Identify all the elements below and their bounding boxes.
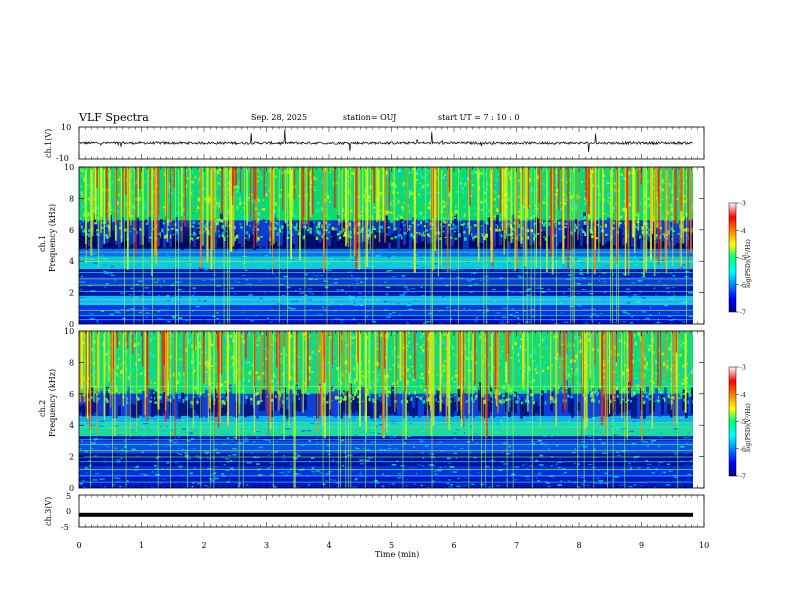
ch2-spectrogram-image [79, 331, 704, 488]
ch1-spectrogram-ylabel-freq: Frequency (kHz) [48, 204, 57, 272]
x-tick-label: 6 [452, 541, 457, 550]
x-tick-label: 10 [699, 541, 709, 550]
ch1-spectrogram-ylabel-ch: ch.1 [38, 235, 47, 252]
x-tick-label: 3 [264, 541, 269, 550]
ch1-colorbar-tick-label: -4 [740, 228, 746, 235]
ch2-colorbar-tick-label: -3 [740, 365, 746, 372]
ch3-ytick-bottom: -5 [61, 523, 69, 532]
ch2-colorbar-label: log(PSD)(V²/Hz) [745, 403, 752, 452]
ch1-colorbar-tick-label: -3 [740, 201, 746, 208]
ch2-spectrogram-ytick-label: 6 [69, 390, 74, 399]
x-tick-label: 0 [77, 541, 82, 550]
ch1-spectrogram-panel: 0 2 4 6 8 10 ch.1 Frequency (kHz) [38, 163, 705, 329]
ch2-spectrogram-panel: 0 2 4 6 8 10 ch.2 Frequency (kHz) [38, 327, 705, 493]
ch1-colorbar-label: log(PSD)(V²/Hz) [745, 239, 752, 288]
x-axis-label: Time (min) [375, 550, 419, 559]
ch2-spectrogram-ytick-label: 4 [69, 421, 74, 430]
ch3-ytick-top: 5 [66, 492, 71, 501]
ch3-waveform-panel: 5 0 -5 ch.3(V) 0 1 2 3 4 5 6 7 8 9 10 Time (min) [44, 492, 709, 559]
ch2-spectrogram-ytick-label: 0 [69, 484, 74, 493]
ch1-spectrogram-ytick-label: 8 [69, 194, 74, 203]
ch2-spectrogram-ytick-label: 10 [64, 327, 74, 336]
ch1-ytick-bottom: -10 [56, 154, 69, 163]
x-tick-label: 1 [139, 541, 144, 550]
ch2-colorbar-tick-label: -7 [740, 474, 746, 481]
ch2-colorbar-tick-label: -5 [740, 419, 746, 426]
x-tick-label: 7 [514, 541, 519, 550]
x-tick-label: 5 [389, 541, 394, 550]
ch1-colorbar-tick-label: -6 [740, 282, 746, 289]
ch1-spectrogram-ytick-label: 0 [69, 320, 74, 329]
ch1-colorbar: -3 -4 -5 -6 -7 log(PSD)(V²/Hz) [728, 201, 752, 317]
ch2-spectrogram-ylabel-freq: Frequency (kHz) [48, 369, 57, 437]
x-tick-label: 8 [577, 541, 582, 550]
ch1-spectrogram-ytick-label: 2 [69, 289, 74, 298]
ch2-colorbar-tick-label: -4 [740, 392, 746, 399]
ch2-spectrogram-ylabel-ch: ch.2 [38, 400, 47, 417]
x-tick-label: 4 [327, 541, 332, 550]
chart-title: VLF Spectra [79, 111, 149, 124]
x-tick-label: 2 [202, 541, 207, 550]
ch1-ytick-top: 10 [61, 123, 71, 132]
ch1-spectrogram-ytick-label: 6 [69, 226, 74, 235]
start-time-label: start UT = 7 : 10 : 0 [438, 113, 520, 122]
ch1-spectrogram-ytick-label: 4 [69, 257, 74, 266]
x-tick-label: 9 [639, 541, 644, 550]
ch3-ytick-mid: 0 [66, 507, 71, 516]
ch1-spectrogram-image [79, 167, 704, 324]
ch2-colorbar: -3 -4 -5 -6 -7 log(PSD)(V²/Hz) [728, 365, 752, 481]
station-label: station= OUJ [343, 113, 397, 122]
ch1-waveform-panel: 10 -10 ch.1(V) [44, 123, 705, 163]
ch1-colorbar-tick-label: -5 [740, 255, 746, 262]
ch1-colorbar-tick-label: -7 [740, 310, 746, 317]
ch1-spectrogram-ytick-label: 10 [64, 163, 74, 172]
ch2-colorbar-tick-label: -6 [740, 446, 746, 453]
ch2-spectrogram-ytick-label: 2 [69, 453, 74, 462]
date-label: Sep. 28, 2025 [251, 113, 308, 122]
ch2-spectrogram-ytick-label: 8 [69, 358, 74, 367]
ch1-waveform-line [78, 129, 693, 153]
ch3-waveform-line [79, 512, 693, 517]
ch3-waveform-ylabel: ch.3(V) [44, 497, 53, 526]
ch1-waveform-ylabel: ch.1(V) [44, 129, 53, 158]
